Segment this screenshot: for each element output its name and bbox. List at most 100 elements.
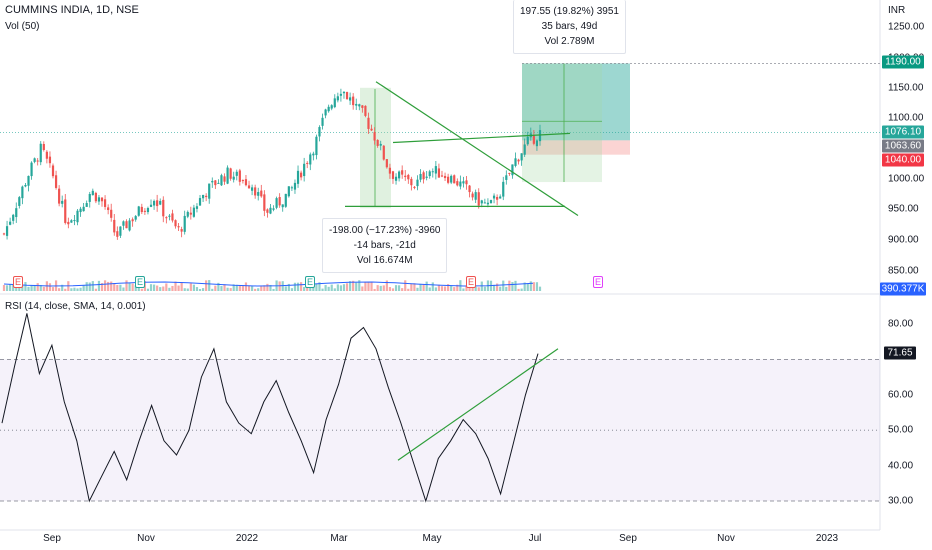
candle — [168, 215, 171, 217]
candle — [447, 176, 450, 183]
candle — [303, 163, 306, 177]
volume-bar — [529, 281, 532, 291]
earnings-marker[interactable]: E — [13, 276, 23, 288]
candle — [526, 136, 529, 145]
candle — [385, 159, 388, 168]
candle — [349, 97, 352, 101]
volume-bar — [238, 285, 241, 291]
candle — [434, 166, 437, 174]
candle — [532, 135, 535, 144]
volume-bar — [226, 287, 229, 291]
candle — [376, 139, 379, 146]
candle — [508, 172, 511, 174]
volume-bar — [502, 280, 505, 291]
volume-bar — [30, 285, 33, 291]
volume-bar — [85, 282, 88, 291]
symbol-title[interactable]: CUMMINS INDIA, 1D, NSE — [5, 4, 139, 16]
candle — [64, 199, 67, 223]
candle — [290, 187, 294, 189]
volume-bar — [24, 282, 27, 291]
candle — [58, 188, 61, 204]
volume-bar — [349, 281, 352, 291]
candle — [511, 164, 514, 176]
volume-indicator-label[interactable]: Vol (50) — [5, 21, 40, 32]
candle — [73, 220, 76, 222]
candle — [198, 198, 202, 206]
volume-bar — [410, 283, 413, 291]
earnings-marker[interactable]: E — [593, 276, 603, 288]
candle — [480, 200, 483, 204]
candle — [211, 180, 214, 183]
candle — [30, 162, 33, 177]
earnings-marker[interactable]: E — [466, 276, 476, 288]
rsi-tick: 60.00 — [888, 389, 914, 401]
volume-bar — [211, 288, 214, 291]
candle — [373, 132, 376, 141]
volume-bar — [303, 286, 306, 291]
candle — [223, 176, 226, 182]
candle — [523, 144, 526, 155]
volume-bar — [5, 285, 9, 291]
candle — [116, 231, 119, 237]
candle — [94, 192, 97, 202]
candle — [413, 186, 416, 188]
volume-bar — [214, 285, 217, 291]
volume-bar — [82, 285, 85, 291]
volume-bar — [272, 288, 275, 291]
volume-bar — [431, 282, 434, 291]
candle — [51, 165, 55, 177]
volume-bar — [474, 286, 477, 291]
candle — [12, 214, 15, 221]
volume-bar — [465, 285, 468, 291]
measure-drop-change: -198.00 (−17.23%) -3960 — [329, 225, 441, 236]
volume-bar — [27, 286, 30, 291]
earnings-marker[interactable]: E — [135, 276, 145, 288]
candle — [128, 220, 131, 231]
candle — [416, 179, 419, 187]
time-label: 2023 — [815, 533, 839, 544]
volume-bar — [447, 284, 450, 291]
candle — [229, 168, 232, 179]
volume-bar — [263, 285, 266, 291]
candle — [208, 183, 211, 199]
candle — [330, 105, 333, 109]
volume-bar — [367, 281, 370, 291]
volume-bar — [296, 282, 300, 291]
descending-trendline — [375, 81, 579, 216]
volume-bar — [388, 287, 392, 291]
volume-bar — [2, 285, 6, 291]
candle — [361, 105, 364, 108]
candle — [177, 226, 180, 228]
candle — [171, 213, 174, 221]
candle — [238, 170, 241, 182]
volume-bar — [535, 282, 539, 291]
price-range-measure-gain[interactable]: 197.55 (19.82%) 3951 35 bars, 49d Vol 2.… — [513, 0, 626, 54]
candle — [48, 156, 52, 164]
price-range-measure-drop[interactable]: -198.00 (−17.23%) -3960 -14 bars, -21d V… — [322, 218, 448, 273]
candle — [146, 208, 150, 213]
volume-bar — [419, 283, 422, 291]
volume-bar — [183, 288, 186, 291]
earnings-marker[interactable]: E — [305, 276, 315, 288]
volume-bar — [278, 281, 281, 291]
volume-bar — [499, 286, 502, 291]
candle — [382, 145, 385, 160]
candle — [54, 175, 58, 188]
volume-bar — [437, 284, 441, 291]
candle — [339, 93, 343, 96]
volume-bar — [125, 280, 128, 291]
rsi-indicator-title[interactable]: RSI (14, close, SMA, 14, 0.001) — [5, 301, 146, 312]
volume-bar — [94, 288, 97, 291]
volume-bar — [97, 280, 101, 291]
candle — [440, 175, 444, 177]
volume-bar — [336, 284, 339, 291]
candle — [364, 105, 367, 116]
volume-bar — [208, 280, 211, 291]
candle — [250, 187, 254, 191]
measure-gain-change: 197.55 (19.82%) 3951 — [520, 6, 619, 17]
volume-bar — [100, 283, 104, 291]
candle — [336, 96, 339, 101]
volume-bar — [171, 285, 174, 291]
candle — [471, 193, 474, 198]
